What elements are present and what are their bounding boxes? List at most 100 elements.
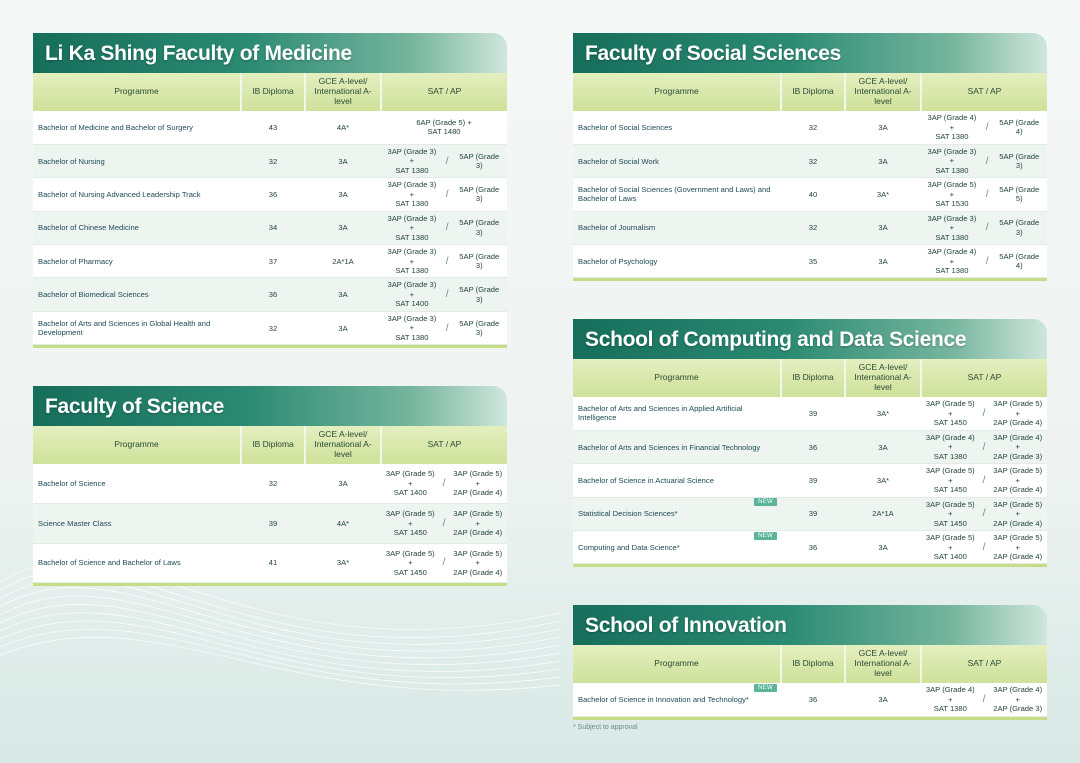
separator-slash: / [985, 255, 989, 267]
sat-option-2: 5AP (Grade 3) [456, 152, 503, 171]
sat-option-1: 3AP (Grade 3) + SAT 1380 [385, 247, 439, 275]
gce-cell: 2A*1A [845, 497, 921, 532]
ib-cell: 32 [781, 111, 845, 145]
programme-cell: Bachelor of Chinese Medicine [33, 211, 241, 246]
table-row: Bachelor of Science in Innovation and Te… [573, 683, 1047, 717]
section-title: Li Ka Shing Faculty of Medicine [33, 33, 507, 73]
separator-slash: / [442, 517, 446, 529]
sat-ap-cell: 3AP (Grade 5) + SAT 1400/3AP (Grade 5) +2… [921, 530, 1047, 565]
sat-line: 5AP (Grade 3) [459, 218, 500, 237]
separator-slash: / [985, 155, 989, 167]
gce-cell: 3A [845, 144, 921, 179]
programme-name: Bachelor of Science in Actuarial Science [578, 475, 714, 485]
programme-name: Bachelor of Pharmacy [38, 256, 113, 266]
sat-option-1: 3AP (Grade 3) + SAT 1380 [385, 147, 439, 175]
separator-slash: / [445, 289, 449, 301]
separator-slash: / [985, 188, 989, 200]
separator-slash: / [445, 322, 449, 334]
sat-line: SAT 1380 [935, 232, 969, 242]
sat-ap-cell: 3AP (Grade 3) + SAT 1380 / 5AP (Grade 3) [381, 177, 507, 212]
new-badge: NEW [754, 498, 777, 507]
ib-cell: 34 [241, 211, 305, 246]
sat-ap-cell: 3AP (Grade 3) + SAT 1380 / 5AP (Grade 3) [921, 211, 1047, 246]
sat-option-1: 3AP (Grade 3) + SAT 1380 [385, 214, 439, 242]
ib-cell: 39 [781, 397, 845, 431]
gce-cell: 3A [305, 177, 381, 212]
programme-name: Bachelor of Arts and Sciences in Applied… [578, 404, 743, 423]
section-social-sciences: Faculty of Social Sciences Programme IB … [573, 33, 1047, 282]
sat-ap-cell: 3AP (Grade 5) + SAT 1450/3AP (Grade 5) +2… [921, 497, 1047, 532]
ib-cell: 36 [241, 177, 305, 212]
ib-cell: 39 [781, 463, 845, 498]
section-title: Faculty of Science [33, 386, 507, 426]
gce-cell: 3A [305, 144, 381, 179]
table-row: Bachelor of Nursing 32 3A 3AP (Grade 3) + SA… [33, 144, 507, 179]
sat-line: 3AP (Grade 3) + [387, 180, 437, 199]
gce-cell: 3A [845, 211, 921, 246]
gce-cell: 3A [305, 464, 381, 505]
ib-cell: 37 [241, 244, 305, 279]
sat-line: 3AP (Grade 3) + [387, 247, 437, 266]
header-gce: GCE A-level/ International A-level [305, 426, 382, 464]
sat-line: 3AP (Grade 3) + [927, 146, 977, 166]
requirements-table: Programme IB Diploma GCE A-level/ Intern… [33, 73, 507, 346]
sat-option-1: 3AP (Grade 4) + SAT 1380 [925, 113, 979, 141]
sat-option-1: 3AP (Grade 3) + SAT 1380 [385, 180, 439, 208]
sat-option-1: 3AP (Grade 5) + SAT 1450 [925, 466, 976, 494]
sat-ap-cell: 3AP (Grade 3) + SAT 1380 / 5AP (Grade 3) [381, 311, 507, 346]
sat-line: 2AP (Grade 4) [993, 485, 1043, 495]
sat-line: 3AP (Grade 3) + [387, 146, 437, 166]
table-row: Bachelor of Social Sciences 32 3A 3AP (Grad… [573, 111, 1047, 145]
sat-line: SAT 1400 [933, 552, 967, 561]
table-row: Bachelor of Science in Actuarial Science… [573, 463, 1047, 498]
programme-name: Bachelor of Medicine and Bachelor of Sur… [38, 122, 193, 132]
sat-line: SAT 1450 [393, 528, 427, 538]
ib-cell: 40 [781, 177, 845, 212]
sat-option-2: 3AP (Grade 5) +2AP (Grade 4) [452, 549, 503, 577]
header-sat: SAT / AP [921, 73, 1047, 111]
sat-line: 3AP (Grade 4) + [925, 685, 975, 704]
sat-ap-cell: 3AP (Grade 3) + SAT 1400 / 5AP (Grade 3) [381, 277, 507, 312]
sat-line: 3AP (Grade 5) + [993, 533, 1043, 552]
section-science: Faculty of Science Programme IB Diploma … [33, 386, 507, 587]
sat-ap-cell: 3AP (Grade 5) + SAT 1400/3AP (Grade 5) +2… [381, 464, 507, 505]
header-ib: IB Diploma [781, 73, 846, 111]
sat-line: 2AP (Grade 4) [993, 418, 1043, 428]
sat-line: 3AP (Grade 5) + [925, 533, 975, 552]
sat-line: 5AP (Grade 3) [459, 318, 500, 338]
sat-line: 2AP (Grade 4) [993, 552, 1043, 561]
separator-slash: / [445, 188, 449, 200]
ib-cell: 32 [781, 211, 845, 246]
programme-name: Bachelor of Nursing [38, 156, 105, 166]
table-row: Bachelor of Social Work 32 3A 3AP (Grade 3)… [573, 144, 1047, 179]
requirements-table: Programme IB Diploma GCE A-level/ Intern… [573, 359, 1047, 565]
gce-cell: 3A [845, 244, 921, 279]
sat-option-2: 3AP (Grade 5) +2AP (Grade 4) [452, 469, 503, 497]
sat-line: 2AP (Grade 4) [453, 528, 503, 538]
programme-cell: Bachelor of Social Sciences [573, 111, 781, 145]
programme-name: Bachelor of Journalism [578, 223, 656, 233]
programme-name: Statistical Decision Sciences* [578, 509, 678, 519]
sat-option-2: 5AP (Grade 3) [456, 252, 503, 271]
header-programme: Programme [573, 73, 782, 111]
sat-option-2: 3AP (Grade 5) +2AP (Grade 4) [992, 533, 1043, 561]
gce-cell: 3A [845, 530, 921, 565]
sat-line: 3AP (Grade 4) + [927, 113, 977, 132]
ib-cell: 36 [241, 277, 305, 312]
sat-line: SAT 1380 [933, 704, 967, 714]
section-title: School of Computing and Data Science [573, 319, 1047, 359]
sat-option-2: 5AP (Grade 4) [996, 252, 1043, 271]
sat-ap-cell: 3AP (Grade 3) + SAT 1380 / 5AP (Grade 3) [921, 144, 1047, 179]
programme-cell: Bachelor of Biomedical Sciences [33, 277, 241, 312]
sat-line: 3AP (Grade 4) + [927, 247, 977, 266]
table-row: Bachelor of Chinese Medicine 34 3A 3AP (Gra… [33, 211, 507, 246]
header-programme: Programme [573, 359, 782, 397]
sat-option-1: 3AP (Grade 5) + SAT 1400 [925, 533, 976, 561]
sat-line: SAT 1380 [935, 132, 969, 142]
sat-line: 3AP (Grade 5) + [993, 399, 1043, 418]
table-row: Bachelor of Biomedical Sciences 36 3A 3AP (… [33, 277, 507, 312]
sat-line: 3AP (Grade 3) + [387, 213, 437, 233]
sat-option-2: 5AP (Grade 3) [456, 185, 503, 204]
programme-name: Bachelor of Science in Innovation and Te… [578, 694, 749, 704]
sat-line: 3AP (Grade 5) + [993, 499, 1043, 519]
